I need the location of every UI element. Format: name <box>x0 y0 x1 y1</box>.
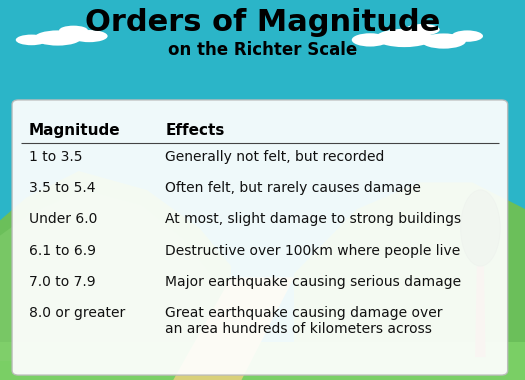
Polygon shape <box>173 277 294 380</box>
Ellipse shape <box>421 33 466 49</box>
Text: Generally not felt, but recorded: Generally not felt, but recorded <box>165 150 385 164</box>
Ellipse shape <box>452 30 483 42</box>
Polygon shape <box>475 266 486 357</box>
Ellipse shape <box>352 33 388 46</box>
Text: Under 6.0: Under 6.0 <box>29 212 97 226</box>
Text: Often felt, but rarely causes damage: Often felt, but rarely causes damage <box>165 181 421 195</box>
Ellipse shape <box>34 30 81 46</box>
Text: Effects: Effects <box>165 123 225 138</box>
Text: on the Richter Scale: on the Richter Scale <box>168 41 357 59</box>
Ellipse shape <box>461 190 500 266</box>
Text: Major earthquake causing serious damage: Major earthquake causing serious damage <box>165 275 461 289</box>
Text: Great earthquake causing damage over
an area hundreds of kilometers across: Great earthquake causing damage over an … <box>165 306 443 336</box>
Text: 7.0 to 7.9: 7.0 to 7.9 <box>29 275 96 289</box>
Ellipse shape <box>59 26 88 35</box>
Text: Orders of Magnitude: Orders of Magnitude <box>85 8 440 36</box>
Text: 6.1 to 6.9: 6.1 to 6.9 <box>29 244 96 258</box>
FancyBboxPatch shape <box>12 100 508 375</box>
Polygon shape <box>0 171 231 380</box>
Text: 8.0 or greater: 8.0 or greater <box>29 306 125 320</box>
Text: Magnitude: Magnitude <box>29 123 121 138</box>
Polygon shape <box>0 342 525 380</box>
Polygon shape <box>0 190 210 361</box>
Ellipse shape <box>16 35 47 45</box>
Text: 1 to 3.5: 1 to 3.5 <box>29 150 82 164</box>
Ellipse shape <box>71 30 108 42</box>
Polygon shape <box>294 182 525 380</box>
Text: At most, slight damage to strong buildings: At most, slight damage to strong buildin… <box>165 212 461 226</box>
Ellipse shape <box>405 24 440 35</box>
Ellipse shape <box>375 29 433 47</box>
Text: Destructive over 100km where people live: Destructive over 100km where people live <box>165 244 460 258</box>
Text: 3.5 to 5.4: 3.5 to 5.4 <box>29 181 96 195</box>
